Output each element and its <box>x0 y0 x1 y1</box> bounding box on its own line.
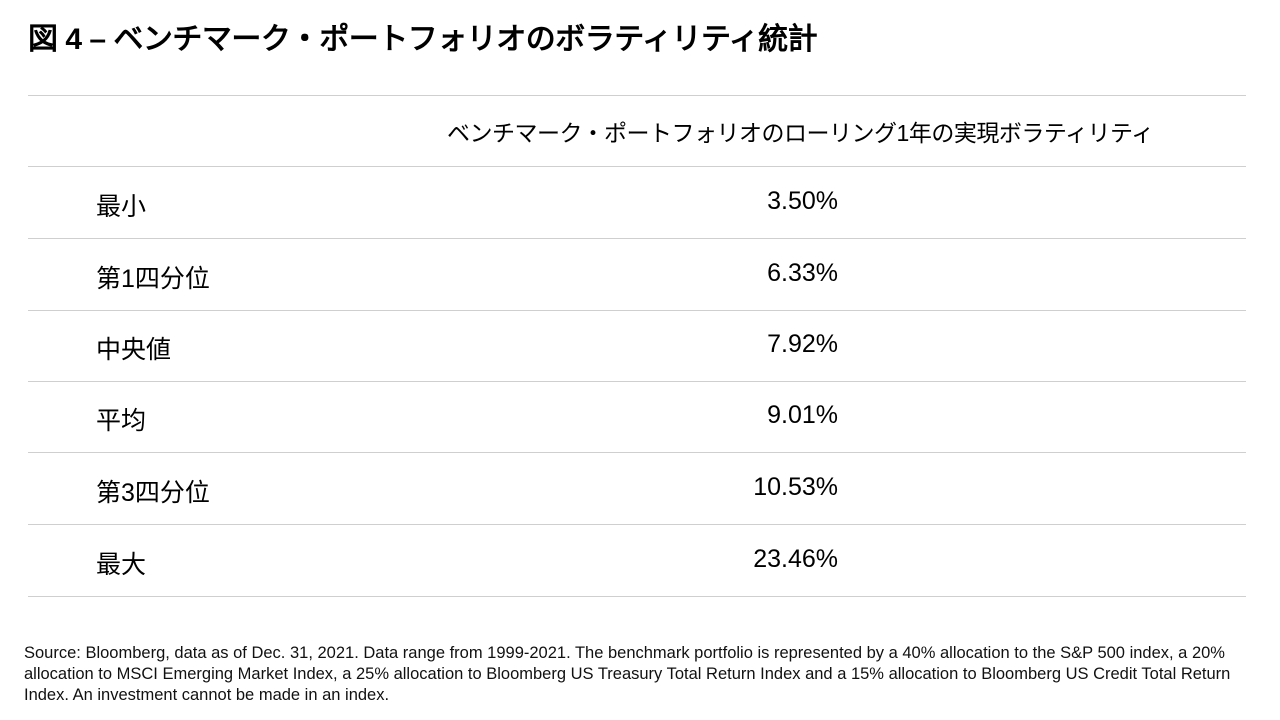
row-value-min: 3.50% <box>767 187 838 215</box>
row-value-q3: 10.53% <box>753 473 838 501</box>
source-note: Source: Bloomberg, data as of Dec. 31, 2… <box>24 644 1231 704</box>
table-bottom-rule <box>28 596 1246 597</box>
row-label-max: 最大 <box>96 551 147 579</box>
table-row: 第3四分位 10.53% <box>0 453 1280 524</box>
header-divider <box>28 166 1246 167</box>
column-header: ベンチマーク・ポートフォリオのローリング1年の実現ボラティリティ <box>447 120 1154 146</box>
row-divider <box>28 381 1246 382</box>
row-label-mean: 平均 <box>96 407 147 435</box>
row-label-min: 最小 <box>96 193 147 221</box>
table-row: 最小 3.50% <box>0 167 1280 238</box>
row-label-q3: 第3四分位 <box>96 479 210 507</box>
row-divider <box>28 310 1246 311</box>
row-divider <box>28 238 1246 239</box>
figure-title: 図 4 – ベンチマーク・ポートフォリオのボラティリティ統計 <box>28 23 818 56</box>
table-row: 最大 23.46% <box>0 525 1280 596</box>
row-divider <box>28 452 1246 453</box>
row-label-median: 中央値 <box>96 336 172 364</box>
table-row: 第1四分位 6.33% <box>0 239 1280 310</box>
row-value-q1: 6.33% <box>767 259 838 287</box>
table-top-rule <box>28 95 1246 96</box>
row-label-q1: 第1四分位 <box>96 265 210 293</box>
row-value-median: 7.92% <box>767 330 838 358</box>
table-row: 中央値 7.92% <box>0 310 1280 381</box>
row-value-max: 23.46% <box>753 545 838 573</box>
row-value-mean: 9.01% <box>767 401 838 429</box>
table-row: 平均 9.01% <box>0 381 1280 452</box>
row-divider <box>28 524 1246 525</box>
